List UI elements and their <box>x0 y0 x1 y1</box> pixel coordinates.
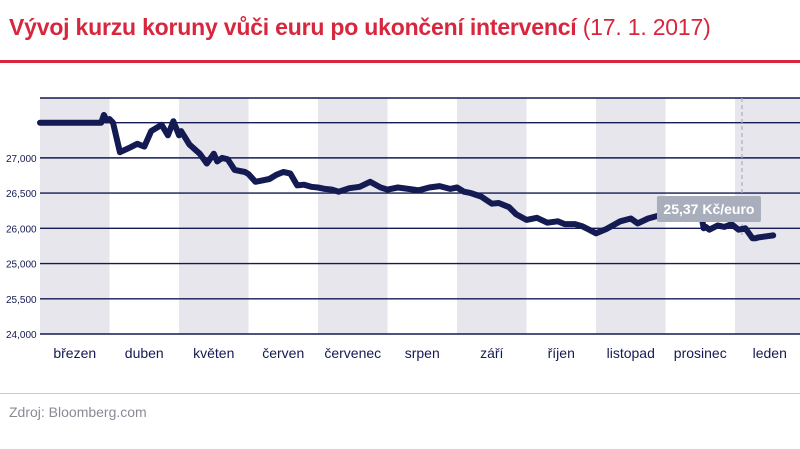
x-tick-label: duben <box>125 345 164 361</box>
latest-value-annotation: 25,37 Kč/euro <box>656 196 761 222</box>
exchange-rate-chart: 24,000 25,500 25,000 26,000 26,500 27,000 bře… <box>6 97 800 361</box>
month-band-4 <box>318 98 388 334</box>
x-tick-label: listopad <box>607 345 655 361</box>
x-tick-label: září <box>480 345 503 361</box>
x-tick-label: leden <box>753 345 787 361</box>
month-band-2 <box>179 98 249 334</box>
x-axis-month-labels: březen duben květen červen červenec srpen září… <box>53 345 787 361</box>
title-rule <box>0 60 800 63</box>
x-tick-label: prosinec <box>674 345 727 361</box>
source-note: Zdroj: Bloomberg.com <box>9 404 147 420</box>
x-tick-label: srpen <box>405 345 440 361</box>
y-tick-label: 27,000 <box>6 154 37 165</box>
y-axis-ticks: 24,000 25,500 25,000 26,000 26,500 27,000 <box>6 154 37 341</box>
y-tick-label: 24,000 <box>6 330 37 341</box>
y-tick-label: 25,000 <box>6 260 37 271</box>
chart-title-main: Vývoj kurzu koruny vůči euru po ukončení… <box>9 14 577 40</box>
x-tick-label: březen <box>53 345 96 361</box>
y-tick-label: 26,500 <box>6 189 37 200</box>
chart-title: Vývoj kurzu koruny vůči euru po ukončení… <box>9 14 711 41</box>
x-tick-label: květen <box>193 345 234 361</box>
latest-value-box <box>656 196 761 222</box>
latest-value-label: 25,37 Kč/euro <box>663 201 754 217</box>
x-tick-label: červen <box>262 345 304 361</box>
source-rule <box>0 393 800 394</box>
x-tick-label: říjen <box>548 345 575 361</box>
gridlines <box>40 97 800 335</box>
x-tick-label: červenec <box>324 345 381 361</box>
month-band-0 <box>40 98 110 334</box>
chart-title-date: (17. 1. 2017) <box>582 14 711 40</box>
y-tick-label: 26,000 <box>6 224 37 235</box>
y-tick-label: 25,500 <box>6 295 37 306</box>
